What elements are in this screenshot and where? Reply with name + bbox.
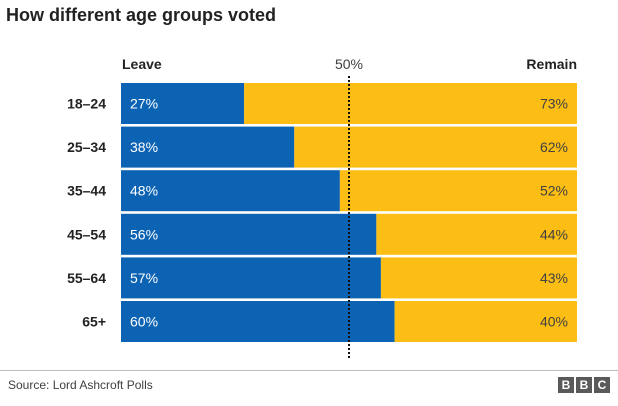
data-label-remain: 40% xyxy=(540,314,568,330)
data-label-leave: 48% xyxy=(130,183,158,199)
category-label: 25–34 xyxy=(67,139,106,155)
category-label: 55–64 xyxy=(67,270,106,286)
bar-remain xyxy=(380,257,577,299)
data-label-remain: 52% xyxy=(540,183,568,199)
category-label: 18–24 xyxy=(67,96,106,112)
data-label-leave: 57% xyxy=(130,270,158,286)
bbc-logo-letter: B xyxy=(576,377,592,393)
bar-remain xyxy=(394,301,577,342)
data-label-leave: 56% xyxy=(130,226,158,242)
bar-remain xyxy=(244,83,577,124)
bbc-logo-letter: C xyxy=(594,377,610,393)
bar-leave xyxy=(121,83,245,124)
chart-title: How different age groups voted xyxy=(6,5,276,25)
bbc-logo: B B C xyxy=(558,377,610,393)
reference-label: 50% xyxy=(335,56,363,72)
bar-leave xyxy=(121,126,295,168)
data-label-leave: 60% xyxy=(130,314,158,330)
legend-label-remain: Remain xyxy=(526,56,577,72)
bar-remain xyxy=(339,170,577,212)
bbc-logo-letter: B xyxy=(558,377,574,393)
bar-leave xyxy=(121,301,395,342)
source-text: Source: Lord Ashcroft Polls xyxy=(8,378,153,392)
data-label-remain: 73% xyxy=(540,96,568,112)
bar-remain xyxy=(294,126,577,168)
data-label-leave: 27% xyxy=(130,96,158,112)
data-label-remain: 43% xyxy=(540,270,568,286)
footer-divider xyxy=(0,370,618,371)
bar-leave xyxy=(121,170,340,212)
bar-leave xyxy=(121,257,381,299)
category-label: 35–44 xyxy=(67,183,106,199)
category-label: 65+ xyxy=(82,314,106,330)
data-label-remain: 62% xyxy=(540,139,568,155)
data-label-leave: 38% xyxy=(130,139,158,155)
data-label-remain: 44% xyxy=(540,226,568,242)
bar-leave xyxy=(121,213,377,255)
bar-remain xyxy=(376,213,577,255)
legend-label-leave: Leave xyxy=(122,56,162,72)
category-label: 45–54 xyxy=(67,226,106,242)
